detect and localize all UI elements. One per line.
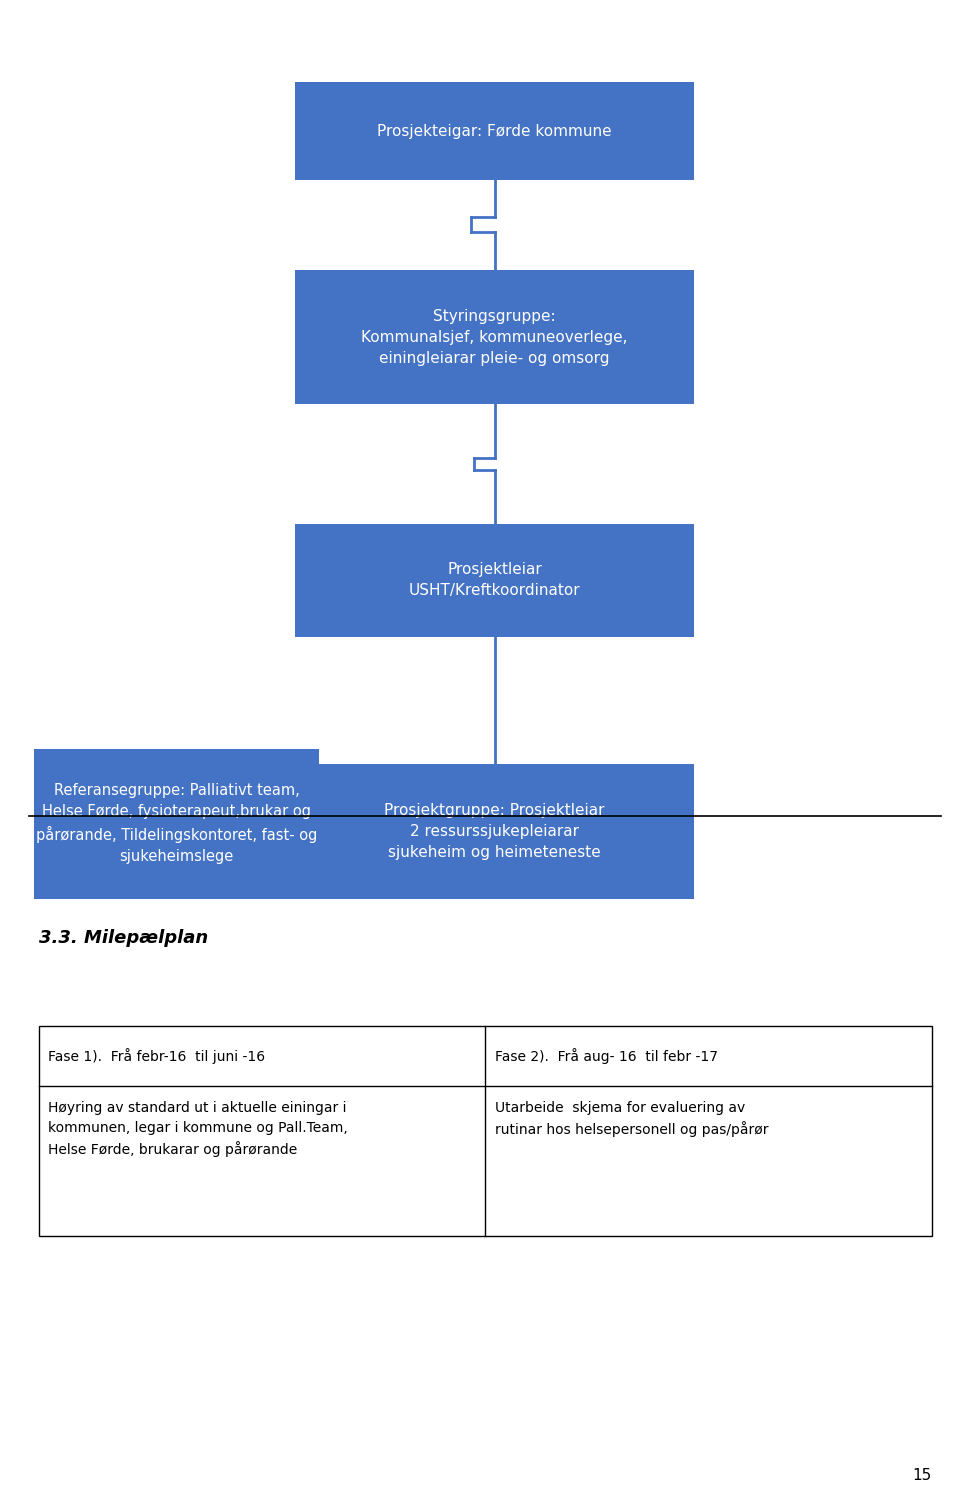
Text: Fase 2).  Frå aug- 16  til febr -17: Fase 2). Frå aug- 16 til febr -17 <box>494 1049 718 1064</box>
FancyBboxPatch shape <box>296 524 694 637</box>
Text: 3.3. Milepælplan: 3.3. Milepælplan <box>39 929 208 947</box>
FancyBboxPatch shape <box>296 82 694 180</box>
Text: Høyring av standard ut i aktuelle einingar i
kommunen, legar i kommune og Pall.T: Høyring av standard ut i aktuelle eining… <box>48 1101 348 1156</box>
FancyBboxPatch shape <box>296 270 694 404</box>
Text: Referansegruppe: Palliativt team,
Helse Førde, fysioterapeut,brukar og
pårørande: Referansegruppe: Palliativt team, Helse … <box>36 783 318 864</box>
FancyBboxPatch shape <box>35 749 319 899</box>
Text: Prosjektgruppe: Prosjektleiar
2 ressurssjukepleiarar
sjukeheim og heimeteneste: Prosjektgruppe: Prosjektleiar 2 ressurss… <box>385 803 605 860</box>
Text: Prosjekteigar: Førde kommune: Prosjekteigar: Førde kommune <box>377 123 612 139</box>
Text: 15: 15 <box>912 1468 931 1483</box>
Text: Prosjektleiar
USHT/Kreftkoordinator: Prosjektleiar USHT/Kreftkoordinator <box>409 562 581 599</box>
Text: Utarbeide  skjema for evaluering av
rutinar hos helsepersonell og pas/pårør: Utarbeide skjema for evaluering av rutin… <box>494 1101 768 1137</box>
FancyBboxPatch shape <box>296 764 694 899</box>
Bar <box>39 1026 931 1236</box>
Text: Styringsgruppe:
Kommunalsjef, kommuneoverlege,
einingleiarar pleie- og omsorg: Styringsgruppe: Kommunalsjef, kommuneove… <box>362 309 628 366</box>
Text: Fase 1).  Frå febr-16  til juni -16: Fase 1). Frå febr-16 til juni -16 <box>48 1049 266 1064</box>
